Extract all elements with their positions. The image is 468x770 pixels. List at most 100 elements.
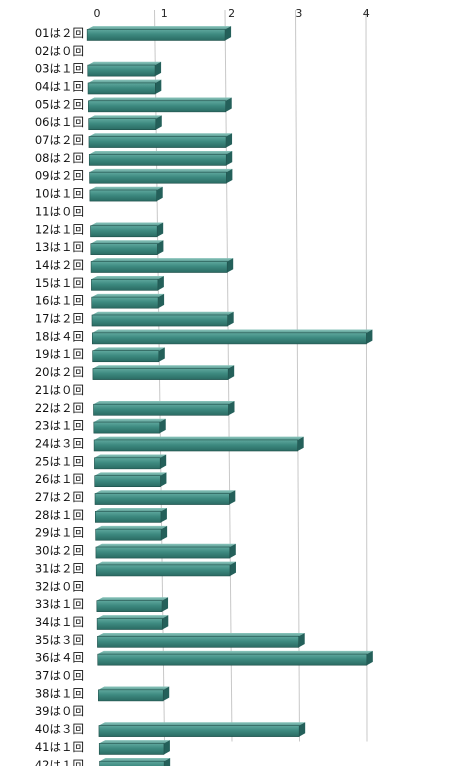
bar-front-face bbox=[97, 653, 368, 666]
bar bbox=[87, 79, 162, 95]
bar-side-face bbox=[229, 561, 236, 576]
bar-top-face bbox=[96, 597, 169, 601]
bar bbox=[88, 133, 233, 148]
bar bbox=[95, 525, 168, 541]
bar-front-face bbox=[91, 314, 228, 327]
category-label: 23は１回 bbox=[35, 419, 84, 433]
bar-top-face bbox=[95, 508, 167, 512]
bar-front-face bbox=[97, 635, 300, 648]
bar bbox=[87, 61, 162, 77]
bar bbox=[95, 561, 236, 577]
bar-top-face bbox=[95, 543, 236, 548]
bar bbox=[98, 722, 306, 737]
bar-front-face bbox=[98, 689, 164, 702]
category-label: 42は１回 bbox=[35, 758, 84, 766]
bar-side-face bbox=[160, 508, 167, 523]
category-label: 18は４回 bbox=[35, 329, 84, 343]
bar bbox=[94, 472, 167, 488]
bar-top-face bbox=[94, 436, 304, 440]
bar-side-face bbox=[225, 26, 232, 41]
bar-front-face bbox=[93, 439, 298, 452]
bar-front-face bbox=[98, 725, 300, 737]
bar-top-face bbox=[89, 186, 163, 191]
bar-side-face bbox=[226, 133, 233, 148]
bar-front-face bbox=[86, 29, 226, 41]
bar-front-face bbox=[91, 278, 159, 291]
bar-top-face bbox=[97, 632, 305, 637]
category-label: 31は２回 bbox=[35, 561, 84, 575]
bar bbox=[93, 400, 235, 416]
category-label: 14は２回 bbox=[35, 258, 84, 272]
bar-side-face bbox=[155, 79, 162, 95]
bar-side-face bbox=[226, 151, 233, 166]
bar-front-face bbox=[96, 600, 163, 612]
gridline-3 bbox=[295, 9, 300, 742]
category-label: 37は０回 bbox=[35, 669, 84, 683]
bar bbox=[95, 508, 167, 523]
bar-top-face bbox=[91, 258, 234, 262]
bar-side-face bbox=[160, 454, 167, 469]
bar bbox=[94, 454, 167, 470]
bar bbox=[96, 615, 169, 630]
bar bbox=[90, 258, 234, 273]
bar bbox=[94, 490, 236, 505]
bar-side-face bbox=[155, 115, 162, 130]
bar-top-face bbox=[95, 490, 236, 494]
bar bbox=[90, 240, 164, 255]
bar bbox=[97, 632, 305, 648]
category-label: 27は２回 bbox=[35, 490, 84, 504]
category-label: 10は１回 bbox=[35, 187, 84, 201]
bar-front-face bbox=[90, 225, 158, 238]
bar-side-face bbox=[227, 311, 234, 327]
bar bbox=[98, 740, 170, 755]
category-label: 13は１回 bbox=[35, 240, 84, 254]
bar-side-face bbox=[162, 597, 169, 612]
category-label: 30は２回 bbox=[35, 544, 84, 558]
bar-front-face bbox=[87, 82, 156, 95]
bar-front-face bbox=[95, 511, 162, 523]
bar-top-face bbox=[97, 650, 373, 655]
bar-front-face bbox=[93, 403, 229, 416]
bar-front-face bbox=[92, 368, 229, 380]
bar-front-face bbox=[87, 64, 156, 77]
bar-top-face bbox=[93, 418, 166, 423]
x-tick-label: 1 bbox=[161, 7, 168, 20]
category-label: 41は１回 bbox=[35, 740, 84, 754]
bar-side-face bbox=[156, 186, 163, 202]
bar-top-face bbox=[87, 26, 232, 30]
bar bbox=[92, 347, 165, 363]
bar-side-face bbox=[228, 400, 235, 416]
bar-top-face bbox=[92, 329, 373, 333]
bar-top-face bbox=[88, 133, 233, 137]
bar bbox=[89, 168, 233, 184]
category-label: 07は２回 bbox=[35, 133, 84, 147]
category-label: 35は３回 bbox=[35, 633, 84, 647]
bar-front-face bbox=[88, 154, 227, 166]
category-label: 26は１回 bbox=[35, 472, 84, 486]
bar-front-face bbox=[90, 243, 158, 255]
category-label: 15は１回 bbox=[35, 276, 84, 290]
category-label: 08は２回 bbox=[35, 151, 84, 165]
category-label: 12は１回 bbox=[35, 222, 84, 236]
bar bbox=[90, 222, 164, 238]
bar-top-face bbox=[88, 115, 162, 119]
category-label: 25は１回 bbox=[35, 454, 84, 468]
category-label: 32は０回 bbox=[35, 579, 84, 593]
bar-top-face bbox=[96, 561, 236, 565]
bar-front-face bbox=[94, 493, 230, 505]
category-label: 19は１回 bbox=[35, 347, 84, 361]
bar-front-face bbox=[98, 743, 165, 755]
bar-top-face bbox=[99, 740, 170, 744]
bar-side-face bbox=[366, 650, 373, 666]
category-label: 11は０回 bbox=[35, 204, 84, 218]
category-label: 17は２回 bbox=[35, 312, 84, 326]
bar-front-face bbox=[92, 350, 160, 363]
bar-top-face bbox=[97, 615, 169, 619]
bar-front-face bbox=[88, 118, 157, 131]
category-label: 40は３回 bbox=[35, 722, 84, 736]
category-label: 09は２回 bbox=[35, 169, 84, 183]
x-tick-label: 2 bbox=[228, 7, 235, 20]
x-tick-label: 4 bbox=[363, 7, 370, 20]
category-label: 29は１回 bbox=[35, 526, 84, 540]
